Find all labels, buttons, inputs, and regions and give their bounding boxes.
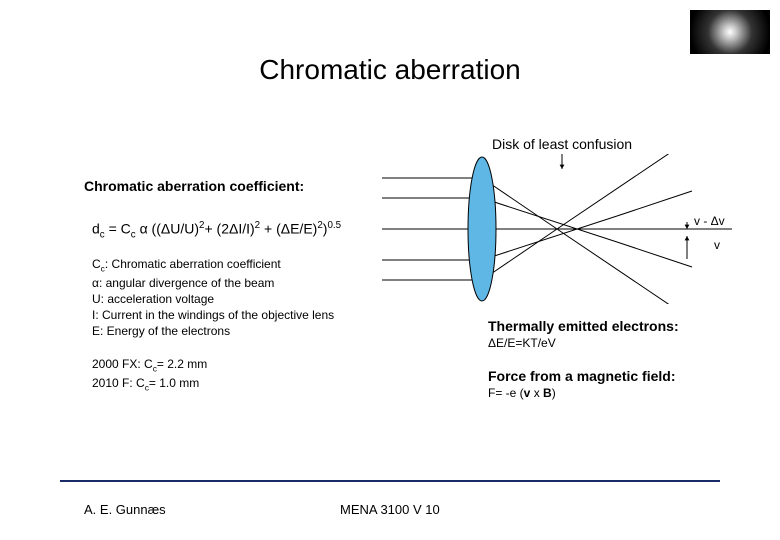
definitions: Cc: Chromatic aberration coefficientα: a…: [92, 256, 334, 339]
instrument-line: 2000 FX: Cc= 2.2 mm: [92, 356, 207, 375]
author: A. E. Gunnæs: [84, 502, 166, 517]
definition-line: Cc: Chromatic aberration coefficient: [92, 256, 334, 275]
thermal-equation: ΔE/E=KT/eV: [488, 336, 556, 350]
definition-line: α: angular divergence of the beam: [92, 275, 334, 291]
force-heading: Force from a magnetic field:: [488, 368, 675, 384]
footer-rule: [60, 480, 720, 482]
thermal-heading: Thermally emitted electrons:: [488, 318, 679, 334]
formula: dc = Cc α ((ΔU/U)2+ (2ΔI/I)2 + (ΔE/E)2)0…: [92, 220, 341, 240]
coefficient-heading: Chromatic aberration coefficient:: [84, 178, 304, 194]
instrument-line: 2010 F: Cc= 1.0 mm: [92, 375, 207, 394]
v-label: v: [714, 238, 720, 252]
instruments: 2000 FX: Cc= 2.2 mm2010 F: Cc= 1.0 mm: [92, 356, 207, 393]
definition-line: U: acceleration voltage: [92, 291, 334, 307]
chromatic-diagram: [382, 154, 732, 304]
v-minus-dv-label: v - Δv: [694, 214, 725, 228]
corner-thumbnail: [690, 10, 770, 54]
force-equation: F= -e (v x B): [488, 386, 556, 400]
disk-label: Disk of least confusion: [492, 136, 632, 152]
slide-title: Chromatic aberration: [0, 54, 780, 86]
definition-line: I: Current in the windings of the object…: [92, 307, 334, 323]
course: MENA 3100 V 10: [340, 502, 440, 517]
definition-line: E: Energy of the electrons: [92, 323, 334, 339]
